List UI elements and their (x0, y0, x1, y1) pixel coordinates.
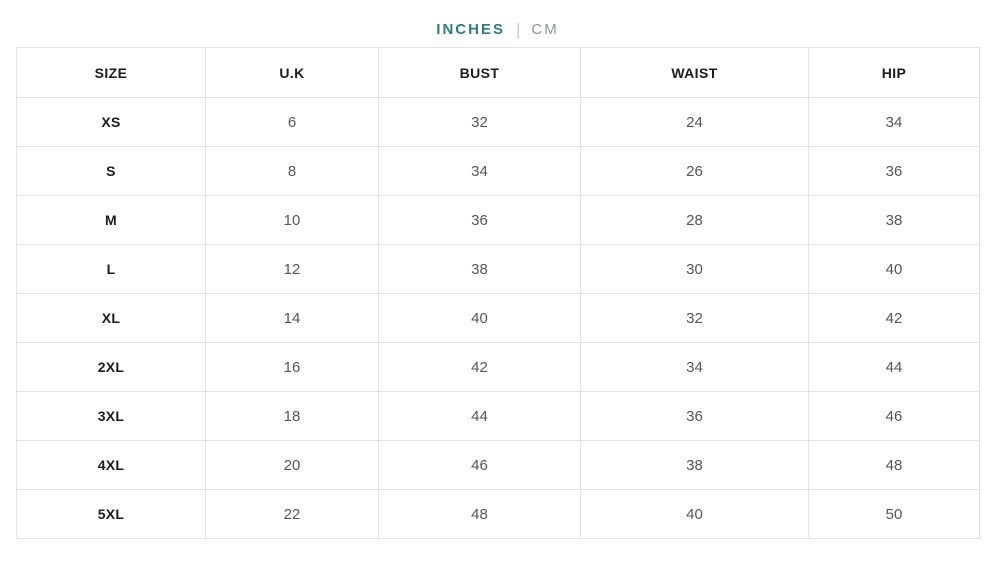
table-row: 4XL 20 46 38 48 (16, 440, 980, 490)
hip-cell: 46 (808, 391, 980, 441)
bust-cell: 44 (378, 391, 581, 441)
waist-cell: 24 (580, 97, 809, 147)
bust-cell: 34 (378, 146, 581, 196)
uk-cell: 20 (205, 440, 379, 490)
hip-cell: 34 (808, 97, 980, 147)
size-cell: S (16, 146, 206, 196)
bust-cell: 36 (378, 195, 581, 245)
uk-cell: 6 (205, 97, 379, 147)
column-header-hip: HIP (808, 47, 980, 98)
waist-cell: 38 (580, 440, 809, 490)
hip-cell: 50 (808, 489, 980, 539)
waist-cell: 26 (580, 146, 809, 196)
bust-cell: 40 (378, 293, 581, 343)
table-row: S 8 34 26 36 (16, 146, 980, 196)
waist-cell: 32 (580, 293, 809, 343)
hip-cell: 42 (808, 293, 980, 343)
uk-cell: 14 (205, 293, 379, 343)
unit-toggle: INCHES | CM (0, 0, 995, 42)
header-row: SIZE U.K BUST WAIST HIP (16, 47, 980, 98)
hip-cell: 44 (808, 342, 980, 392)
table-row: XL 14 40 32 42 (16, 293, 980, 343)
unit-tab-inches[interactable]: INCHES (436, 20, 505, 38)
size-cell: 4XL (16, 440, 206, 490)
size-cell: XL (16, 293, 206, 343)
column-header-bust: BUST (378, 47, 581, 98)
uk-cell: 18 (205, 391, 379, 441)
table-row: M 10 36 28 38 (16, 195, 980, 245)
waist-cell: 28 (580, 195, 809, 245)
table-row: 2XL 16 42 34 44 (16, 342, 980, 392)
uk-cell: 8 (205, 146, 379, 196)
column-header-uk: U.K (205, 47, 379, 98)
uk-cell: 16 (205, 342, 379, 392)
column-header-size: SIZE (16, 47, 206, 98)
bust-cell: 42 (378, 342, 581, 392)
bust-cell: 38 (378, 244, 581, 294)
bust-cell: 32 (378, 97, 581, 147)
table-row: 5XL 22 48 40 50 (16, 489, 980, 539)
unit-toggle-separator: | (515, 19, 521, 39)
bust-cell: 46 (378, 440, 581, 490)
column-header-waist: WAIST (580, 47, 809, 98)
uk-cell: 12 (205, 244, 379, 294)
waist-cell: 40 (580, 489, 809, 539)
table-row: L 12 38 30 40 (16, 244, 980, 294)
size-chart-table: SIZE U.K BUST WAIST HIP XS 6 32 24 34 S … (16, 47, 980, 539)
size-cell: 3XL (16, 391, 206, 441)
waist-cell: 34 (580, 342, 809, 392)
size-cell: M (16, 195, 206, 245)
table-row: 3XL 18 44 36 46 (16, 391, 980, 441)
size-cell: XS (16, 97, 206, 147)
bust-cell: 48 (378, 489, 581, 539)
table-row: XS 6 32 24 34 (16, 97, 980, 147)
waist-cell: 36 (580, 391, 809, 441)
hip-cell: 38 (808, 195, 980, 245)
size-cell: L (16, 244, 206, 294)
hip-cell: 48 (808, 440, 980, 490)
size-cell: 5XL (16, 489, 206, 539)
unit-tab-cm[interactable]: CM (531, 20, 559, 38)
uk-cell: 10 (205, 195, 379, 245)
hip-cell: 36 (808, 146, 980, 196)
size-cell: 2XL (16, 342, 206, 392)
uk-cell: 22 (205, 489, 379, 539)
hip-cell: 40 (808, 244, 980, 294)
waist-cell: 30 (580, 244, 809, 294)
